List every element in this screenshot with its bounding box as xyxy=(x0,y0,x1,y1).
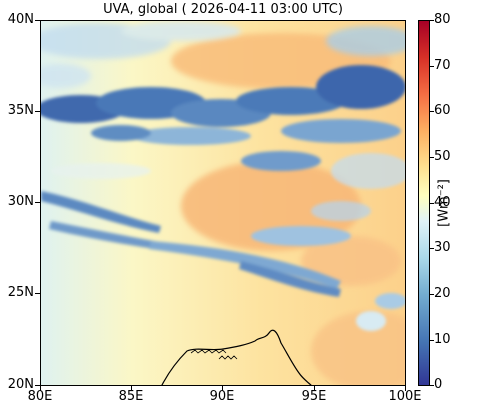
lat-tick-mark xyxy=(35,385,40,386)
colorbar-tick-mark xyxy=(430,157,434,158)
lat-tick-label: 40N xyxy=(7,12,34,27)
colorbar-tick-label: 40 xyxy=(434,195,451,210)
colorbar-tick-mark xyxy=(430,340,434,341)
lon-tick-label: 85E xyxy=(118,389,144,404)
lat-tick-label: 20N xyxy=(7,377,34,392)
lat-tick-mark xyxy=(35,111,40,112)
colorbar-tick-mark xyxy=(430,20,434,21)
uva-map xyxy=(40,20,406,386)
river-delta xyxy=(190,349,238,360)
lat-tick-label: 30N xyxy=(7,194,34,209)
colorbar-tick-label: 20 xyxy=(434,286,451,301)
lon-tick-mark xyxy=(131,386,132,391)
upper-cloud-band xyxy=(41,21,405,88)
lat-tick-label: 25N xyxy=(7,285,34,300)
colorbar-tick-mark xyxy=(430,248,434,249)
colorbar-tick-label: 80 xyxy=(434,12,451,27)
colorbar-tick-mark xyxy=(430,203,434,204)
colorbar xyxy=(418,20,430,386)
lon-tick-mark xyxy=(405,386,406,391)
lon-tick-label: 80E xyxy=(27,389,53,404)
lon-tick-label: 90E xyxy=(209,389,235,404)
colorbar-tick-label: 50 xyxy=(434,149,451,164)
lon-tick-mark xyxy=(314,386,315,391)
colorbar-tick-mark xyxy=(430,66,434,67)
map-title: UVA, global ( 2026-04-11 03:00 UTC) xyxy=(103,2,343,17)
lon-tick-mark xyxy=(222,386,223,391)
colorbar-tick-label: 0 xyxy=(434,377,443,392)
colorbar-tick-label: 30 xyxy=(434,240,451,255)
colorbar-label: [Wm⁻²] xyxy=(436,179,452,227)
colorbar-tick-mark xyxy=(430,385,434,386)
lat-tick-mark xyxy=(35,20,40,21)
scattered-clouds xyxy=(51,153,405,221)
coastline xyxy=(161,329,312,385)
lon-tick-mark xyxy=(40,386,41,391)
colorbar-tick-mark xyxy=(430,111,434,112)
colorbar-tick-label: 60 xyxy=(434,103,451,118)
southern-cloud-streaks xyxy=(41,191,405,331)
lon-tick-label: 95E xyxy=(301,389,327,404)
lat-tick-mark xyxy=(35,202,40,203)
lat-tick-mark xyxy=(35,293,40,294)
main-cloud-band xyxy=(41,65,405,171)
lon-tick-label: 100E xyxy=(388,389,422,404)
colorbar-tick-label: 10 xyxy=(434,332,451,347)
colorbar-tick-mark xyxy=(430,294,434,295)
uva-field xyxy=(41,21,405,385)
lat-tick-label: 35N xyxy=(7,103,34,118)
colorbar-tick-label: 70 xyxy=(434,58,451,73)
